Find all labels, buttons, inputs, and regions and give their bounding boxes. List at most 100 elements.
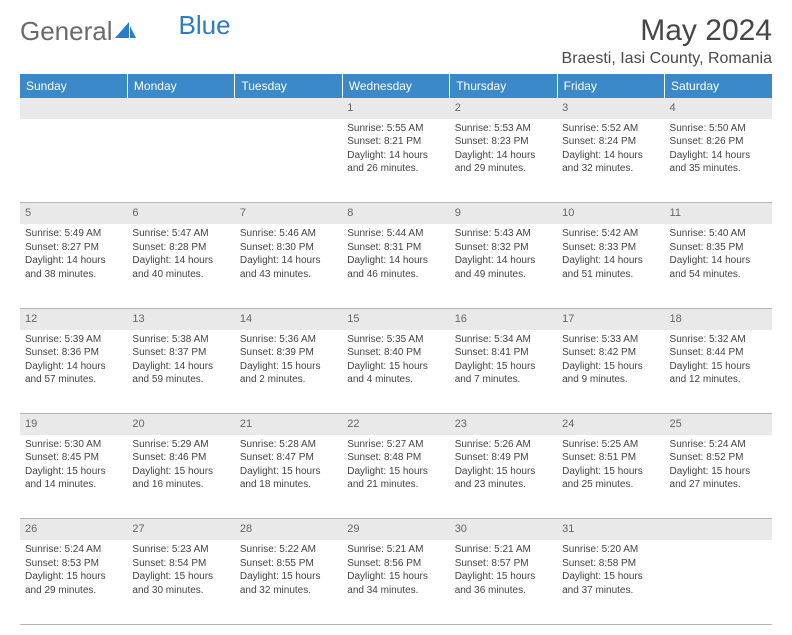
calendar-day-cell: Sunrise: 5:55 AMSunset: 8:21 PMDaylight:… (342, 119, 449, 203)
location-text: Braesti, Iasi County, Romania (562, 50, 772, 68)
calendar-table: SundayMondayTuesdayWednesdayThursdayFrid… (20, 74, 772, 625)
day-number: 21 (240, 418, 252, 430)
daylight-line-1: Daylight: 14 hours (455, 254, 552, 268)
daylight-line-1: Daylight: 14 hours (562, 254, 659, 268)
daylight-line-1: Daylight: 15 hours (670, 360, 767, 374)
daylight-line-1: Daylight: 15 hours (347, 465, 444, 479)
daylight-line-1: Daylight: 14 hours (347, 254, 444, 268)
sunrise-line: Sunrise: 5:50 AM (670, 122, 767, 136)
sunset-line: Sunset: 8:31 PM (347, 241, 444, 255)
calendar-week-row: Sunrise: 5:39 AMSunset: 8:36 PMDaylight:… (20, 330, 772, 414)
sunset-line: Sunset: 8:52 PM (670, 451, 767, 465)
sunrise-line: Sunrise: 5:22 AM (240, 543, 337, 557)
sunset-line: Sunset: 8:45 PM (25, 451, 122, 465)
day-number-cell (20, 98, 127, 119)
daylight-line-2: and 46 minutes. (347, 268, 444, 282)
daylight-line-2: and 59 minutes. (132, 373, 229, 387)
day-number: 7 (240, 207, 246, 219)
day-number-cell: 30 (450, 519, 557, 540)
logo-text-2: Blue (179, 10, 231, 41)
sunset-line: Sunset: 8:37 PM (132, 346, 229, 360)
daylight-line-1: Daylight: 15 hours (670, 465, 767, 479)
sunrise-line: Sunrise: 5:47 AM (132, 227, 229, 241)
calendar-day-cell: Sunrise: 5:38 AMSunset: 8:37 PMDaylight:… (127, 330, 234, 414)
day-number-row: 12131415161718 (20, 308, 772, 329)
calendar-day-cell: Sunrise: 5:29 AMSunset: 8:46 PMDaylight:… (127, 435, 234, 519)
day-number-cell: 11 (665, 203, 772, 224)
day-number: 16 (455, 313, 467, 325)
day-number: 11 (670, 207, 681, 219)
daylight-line-1: Daylight: 14 hours (25, 254, 122, 268)
day-number-cell: 25 (665, 414, 772, 435)
daylight-line-2: and 30 minutes. (132, 584, 229, 598)
sunset-line: Sunset: 8:58 PM (562, 557, 659, 571)
calendar-day-cell (20, 119, 127, 203)
daylight-line-2: and 25 minutes. (562, 478, 659, 492)
daylight-line-1: Daylight: 15 hours (455, 570, 552, 584)
logo: General Blue (20, 14, 231, 47)
daylight-line-2: and 14 minutes. (25, 478, 122, 492)
day-number: 24 (562, 418, 574, 430)
sunrise-line: Sunrise: 5:33 AM (562, 333, 659, 347)
daylight-line-1: Daylight: 15 hours (240, 570, 337, 584)
calendar-day-cell: Sunrise: 5:32 AMSunset: 8:44 PMDaylight:… (665, 330, 772, 414)
day-number: 23 (455, 418, 467, 430)
sunrise-line: Sunrise: 5:21 AM (347, 543, 444, 557)
day-number: 17 (562, 313, 574, 325)
sunrise-line: Sunrise: 5:36 AM (240, 333, 337, 347)
day-number-cell: 4 (665, 98, 772, 119)
day-number-cell: 29 (342, 519, 449, 540)
day-number-cell (235, 98, 342, 119)
daylight-line-1: Daylight: 15 hours (347, 360, 444, 374)
day-number-cell (665, 519, 772, 540)
day-number-cell: 22 (342, 414, 449, 435)
day-number: 9 (455, 207, 461, 219)
day-number: 29 (347, 523, 359, 535)
daylight-line-2: and 12 minutes. (670, 373, 767, 387)
daylight-line-1: Daylight: 15 hours (25, 570, 122, 584)
day-number-cell: 14 (235, 308, 342, 329)
day-number-cell: 18 (665, 308, 772, 329)
day-number-cell: 10 (557, 203, 664, 224)
daylight-line-2: and 16 minutes. (132, 478, 229, 492)
daylight-line-1: Daylight: 15 hours (240, 465, 337, 479)
sunset-line: Sunset: 8:55 PM (240, 557, 337, 571)
day-number: 19 (25, 418, 37, 430)
calendar-day-cell: Sunrise: 5:25 AMSunset: 8:51 PMDaylight:… (557, 435, 664, 519)
sunset-line: Sunset: 8:47 PM (240, 451, 337, 465)
day-number-cell: 28 (235, 519, 342, 540)
month-title: May 2024 (562, 14, 772, 48)
daylight-line-2: and 29 minutes. (25, 584, 122, 598)
daylight-line-2: and 43 minutes. (240, 268, 337, 282)
sunset-line: Sunset: 8:35 PM (670, 241, 767, 255)
day-number-cell: 15 (342, 308, 449, 329)
sunset-line: Sunset: 8:40 PM (347, 346, 444, 360)
calendar-day-cell: Sunrise: 5:26 AMSunset: 8:49 PMDaylight:… (450, 435, 557, 519)
daylight-line-1: Daylight: 14 hours (670, 254, 767, 268)
daylight-line-1: Daylight: 14 hours (455, 149, 552, 163)
calendar-page: General Blue May 2024 Braesti, Iasi Coun… (0, 0, 792, 635)
day-number: 15 (347, 313, 359, 325)
sunset-line: Sunset: 8:28 PM (132, 241, 229, 255)
weekday-header: Wednesday (342, 74, 449, 98)
daylight-line-2: and 4 minutes. (347, 373, 444, 387)
daylight-line-2: and 23 minutes. (455, 478, 552, 492)
sunset-line: Sunset: 8:53 PM (25, 557, 122, 571)
daylight-line-2: and 38 minutes. (25, 268, 122, 282)
day-number-cell: 1 (342, 98, 449, 119)
daylight-line-2: and 29 minutes. (455, 162, 552, 176)
daylight-line-1: Daylight: 15 hours (25, 465, 122, 479)
daylight-line-1: Daylight: 14 hours (347, 149, 444, 163)
sunrise-line: Sunrise: 5:52 AM (562, 122, 659, 136)
sunset-line: Sunset: 8:41 PM (455, 346, 552, 360)
logo-sail-icon (115, 16, 137, 47)
daylight-line-1: Daylight: 15 hours (455, 465, 552, 479)
sunset-line: Sunset: 8:24 PM (562, 135, 659, 149)
day-number: 31 (562, 523, 574, 535)
sunset-line: Sunset: 8:30 PM (240, 241, 337, 255)
sunrise-line: Sunrise: 5:42 AM (562, 227, 659, 241)
weekday-header: Tuesday (235, 74, 342, 98)
sunset-line: Sunset: 8:23 PM (455, 135, 552, 149)
sunset-line: Sunset: 8:56 PM (347, 557, 444, 571)
sunrise-line: Sunrise: 5:23 AM (132, 543, 229, 557)
